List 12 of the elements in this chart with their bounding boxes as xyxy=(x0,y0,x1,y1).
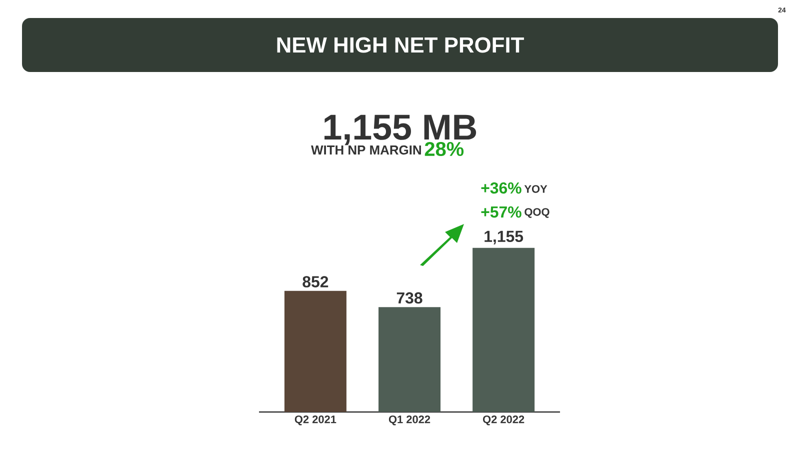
text: +57% xyxy=(481,206,522,218)
x-tick-label: Q2 2021 xyxy=(294,416,336,426)
text: +36% xyxy=(481,182,522,194)
text: YOY xyxy=(524,185,548,193)
data-label: 738 xyxy=(396,292,422,304)
x-tick-label: Q2 2022 xyxy=(483,416,524,426)
x-tick-label: Q1 2022 xyxy=(388,416,430,426)
text: QOQ xyxy=(524,208,550,218)
chart-title: NEW HIGH NET PROFIT xyxy=(277,37,524,53)
text: WITH NP MARGIN xyxy=(311,145,421,155)
data-label: 852 xyxy=(302,276,328,288)
data-label: 1,155 xyxy=(484,230,524,244)
